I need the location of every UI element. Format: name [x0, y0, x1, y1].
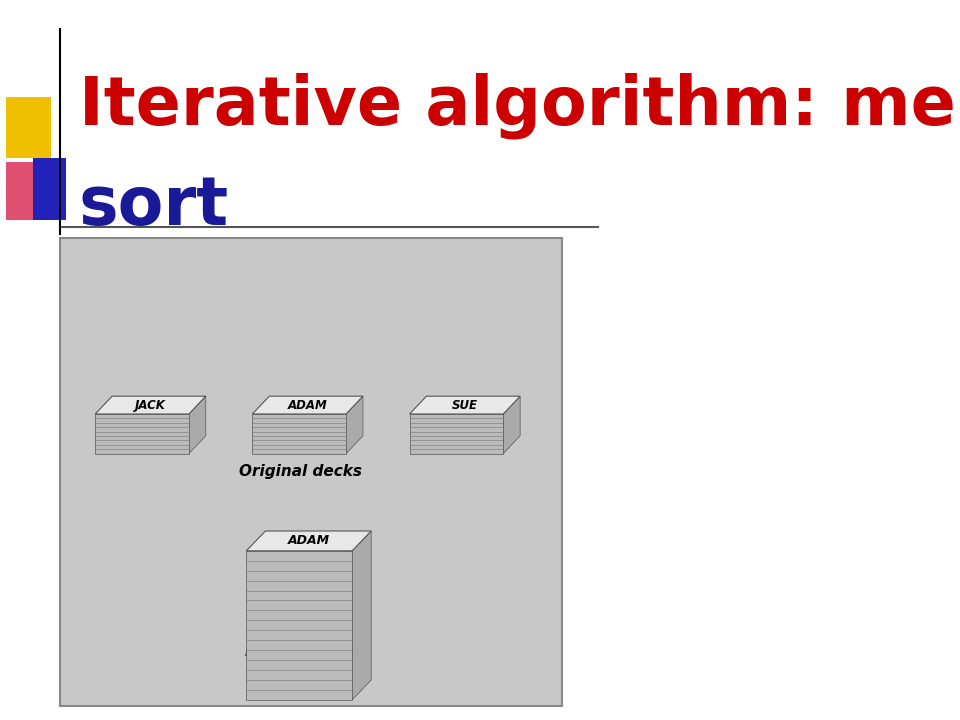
Polygon shape — [252, 414, 347, 454]
Polygon shape — [252, 396, 363, 414]
Polygon shape — [247, 531, 372, 551]
Polygon shape — [247, 551, 352, 700]
FancyBboxPatch shape — [6, 162, 39, 220]
Polygon shape — [95, 414, 189, 454]
FancyBboxPatch shape — [34, 158, 66, 220]
Polygon shape — [347, 396, 363, 454]
Text: Merged deck: Merged deck — [245, 644, 356, 660]
Text: Original decks: Original decks — [239, 464, 362, 480]
Text: Iterative algorithm: merge: Iterative algorithm: merge — [79, 72, 960, 138]
Polygon shape — [410, 396, 520, 414]
Polygon shape — [189, 396, 205, 454]
FancyBboxPatch shape — [60, 238, 563, 706]
Text: JACK: JACK — [135, 399, 166, 412]
Polygon shape — [95, 396, 205, 414]
FancyBboxPatch shape — [6, 97, 52, 158]
Text: sort: sort — [79, 173, 228, 239]
Polygon shape — [503, 396, 520, 454]
Polygon shape — [410, 414, 503, 454]
Polygon shape — [352, 531, 372, 700]
Text: SUE: SUE — [452, 399, 478, 412]
Text: ADAM: ADAM — [288, 534, 330, 547]
Text: ADAM: ADAM — [288, 399, 327, 412]
